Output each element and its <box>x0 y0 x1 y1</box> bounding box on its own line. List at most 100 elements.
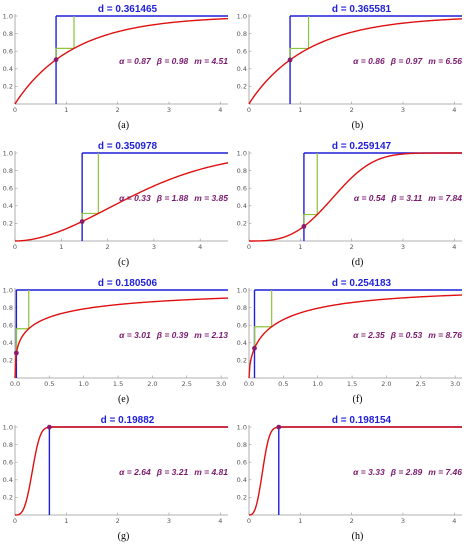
x-tick-label: 4 <box>452 106 456 114</box>
x-tick-label: 1 <box>59 243 63 251</box>
panel-caption: (h) <box>352 531 364 542</box>
d-value-label: d = 0.19882 <box>101 415 155 426</box>
parameters-label: α = 0.86 β = 0.97 m = 6.56 <box>353 56 462 66</box>
chart-c: 0 1 2 3 4 0.2 0.4 0.6 0.8 1.0 d = 0.350978 α = 0.33… <box>3 141 229 268</box>
cdf-curve <box>248 18 463 105</box>
beta-value: β = 0.98 <box>156 56 189 66</box>
x-tick-label: 0 <box>247 517 251 525</box>
y-tick-label: 0.2 <box>237 357 247 365</box>
cobweb-steps <box>55 16 75 60</box>
y-tick-label: 0.6 <box>3 185 13 193</box>
y-tick-label: 1.0 <box>237 12 247 20</box>
x-tick-label: 1.0 <box>313 380 323 388</box>
alpha-value: α = 2.35 <box>353 330 385 340</box>
panel-caption: (g) <box>118 531 130 542</box>
alpha-value: α = 3.01 <box>119 330 151 340</box>
x-tick-label: 0 <box>13 106 17 114</box>
alpha-value: α = 0.54 <box>354 193 386 203</box>
y-tick-label: 0.2 <box>3 494 13 502</box>
x-tick-label: 1 <box>64 517 68 525</box>
m-value: m = 4.51 <box>194 56 228 66</box>
beta-value: β = 0.97 <box>390 56 424 66</box>
parameters-label: α = 0.33 β = 1.88 m = 3.85 <box>119 193 228 203</box>
x-tick-label: 1.5 <box>113 380 123 388</box>
panel-h: 0 1 2 3 4 0.2 0.4 0.6 0.8 1.0 d = 0.198154 α = 3.33… <box>234 411 468 548</box>
chart-g: 0 1 2 3 4 0.2 0.4 0.6 0.8 1.0 d = 0.19882 α = 2.64 β… <box>3 415 229 542</box>
cobweb-steps <box>253 290 273 349</box>
x-tick-label: 2 <box>106 243 110 251</box>
panel-a: 0 1 2 3 4 0.2 0.4 0.6 0.8 1.0 d = 0.361465 α = 0.87… <box>0 0 234 137</box>
chart-e: 0.0 0.5 1.0 1.5 2.0 2.5 3.0 0.2 0.4 0.6 0.8 1.0 d = … <box>3 278 229 405</box>
y-tick-label: 0.4 <box>237 339 247 347</box>
x-tick-label: 2.0 <box>381 380 391 388</box>
y-tick-label: 0.4 <box>3 476 13 484</box>
y-tick-label: 0.8 <box>3 167 13 175</box>
panel-caption: (f) <box>353 394 363 405</box>
parameters-label: α = 2.64 β = 3.21 m = 4.81 <box>119 467 228 477</box>
cdf-curve <box>14 17 229 105</box>
fixed-point-marker <box>301 223 307 229</box>
d-value-label: d = 0.259147 <box>332 141 392 152</box>
cobweb-steps <box>303 153 318 227</box>
fixed-point-marker <box>287 57 293 63</box>
chart-f: 0.0 0.5 1.0 1.5 2.0 2.5 3.0 0.2 0.4 0.6 0.8 1.0 d = … <box>237 278 463 405</box>
beta-value: β = 0.53 <box>390 330 423 340</box>
y-tick-label: 0.8 <box>3 304 13 312</box>
chart-d: 0 1 2 3 4 0.2 0.4 0.6 0.8 1.0 d = 0.259147 α = 0.54… <box>237 141 463 268</box>
d-value-label: d = 0.365581 <box>332 4 392 15</box>
x-tick-label: 2.5 <box>416 380 426 388</box>
y-tick-label: 0.4 <box>237 65 247 73</box>
y-tick-label: 0.2 <box>3 357 13 365</box>
x-tick-label: 1 <box>298 517 302 525</box>
x-tick-label: 4 <box>452 243 456 251</box>
alpha-value: α = 3.33 <box>353 467 385 477</box>
x-tick-label: 2 <box>350 517 354 525</box>
y-tick-label: 0.4 <box>3 65 13 73</box>
cdf-curve <box>248 426 462 516</box>
panel-caption: (b) <box>352 120 364 131</box>
x-tick-label: 2 <box>116 106 120 114</box>
m-value: m = 2.13 <box>194 330 228 340</box>
beta-value: β = 3.11 <box>390 193 422 203</box>
y-tick-label: 0.8 <box>237 441 247 449</box>
chart-h: 0 1 2 3 4 0.2 0.4 0.6 0.8 1.0 d = 0.198154 α = 3.33… <box>237 415 463 542</box>
x-tick-label: 2 <box>116 517 120 525</box>
y-tick-label: 1.0 <box>3 149 13 157</box>
m-value: m = 8.76 <box>428 330 462 340</box>
x-tick-label: 2 <box>350 106 354 114</box>
x-tick-label: 0.0 <box>244 380 254 388</box>
panel-caption: (e) <box>118 394 129 405</box>
y-tick-label: 0.8 <box>3 441 13 449</box>
y-tick-label: 0.6 <box>237 459 247 467</box>
m-value: m = 6.56 <box>428 56 462 66</box>
x-tick-label: 2.0 <box>147 380 157 388</box>
beta-value: β = 0.39 <box>156 330 189 340</box>
y-tick-label: 0.6 <box>237 322 247 330</box>
cdf-curve <box>249 152 462 242</box>
y-tick-label: 0.8 <box>237 167 247 175</box>
y-tick-label: 0.2 <box>237 220 247 228</box>
y-tick-label: 0.6 <box>3 322 13 330</box>
x-tick-label: 0 <box>247 106 251 114</box>
y-tick-label: 0.4 <box>237 476 247 484</box>
d-value-label: d = 0.180506 <box>98 278 158 289</box>
d-value-label: d = 0.198154 <box>332 415 392 426</box>
y-tick-label: 0.8 <box>237 304 247 312</box>
cdf-curve <box>14 297 229 379</box>
x-tick-label: 0.5 <box>278 380 288 388</box>
x-tick-label: 2 <box>350 243 354 251</box>
x-tick-label: 3.0 <box>450 380 460 388</box>
y-tick-label: 0.2 <box>237 494 247 502</box>
panel-d: 0 1 2 3 4 0.2 0.4 0.6 0.8 1.0 d = 0.259147 α = 0.54… <box>234 137 468 274</box>
fixed-point-marker <box>276 424 282 430</box>
d-value-label: d = 0.254183 <box>332 278 392 289</box>
m-value: m = 7.84 <box>428 193 462 203</box>
d-value-label: d = 0.350978 <box>98 141 158 152</box>
y-tick-label: 1.0 <box>3 12 13 20</box>
panel-f: 0.0 0.5 1.0 1.5 2.0 2.5 3.0 0.2 0.4 0.6 0.8 1.0 d = … <box>234 274 468 411</box>
x-tick-label: 0 <box>13 517 17 525</box>
y-tick-label: 0.4 <box>3 202 13 210</box>
x-tick-label: 4 <box>452 517 456 525</box>
x-tick-label: 3 <box>167 517 171 525</box>
